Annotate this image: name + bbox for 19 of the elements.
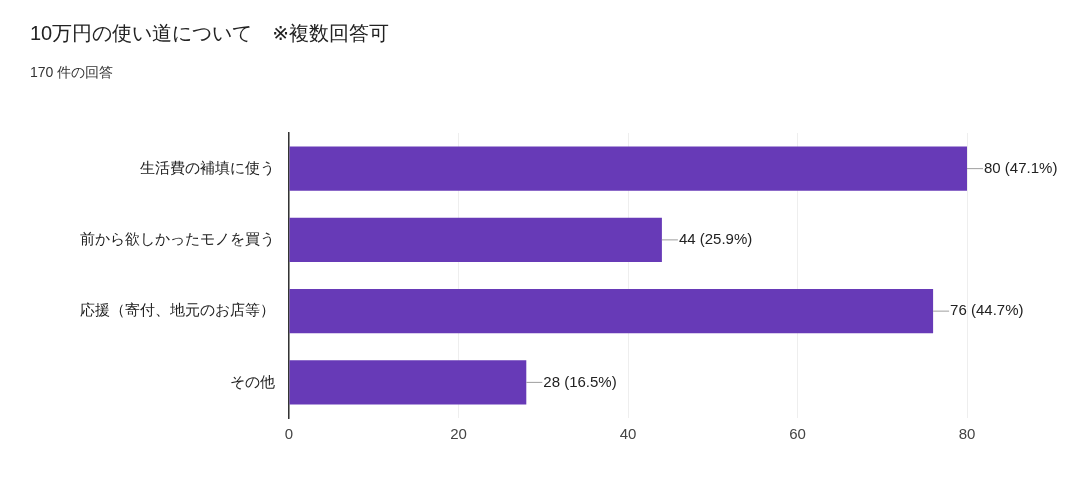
bar bbox=[289, 217, 662, 262]
bar bbox=[289, 146, 967, 191]
y-tick-label: 生活費の補填に使う bbox=[140, 158, 275, 176]
x-tick-label: 40 bbox=[619, 425, 637, 443]
y-tick-label: 応援（寄付、地元のお店等） bbox=[80, 301, 275, 319]
y-tick-label: その他 bbox=[230, 372, 275, 390]
data-label: 80 (47.1%) bbox=[984, 158, 1058, 176]
data-label: 28 (16.5%) bbox=[543, 372, 617, 390]
chart-title: 10万円の使い道について ※複数回答可 bbox=[30, 21, 390, 46]
data-label: 76 (44.7%) bbox=[950, 301, 1024, 319]
text: 170 件の回答 bbox=[30, 64, 114, 82]
x-tick-label: 0 bbox=[284, 425, 294, 443]
x-tick-label: 60 bbox=[789, 425, 806, 443]
bar bbox=[289, 360, 527, 405]
x-tick-label: 80 bbox=[958, 425, 976, 443]
bar bbox=[289, 289, 934, 334]
data-label: 44 (25.9%) bbox=[678, 230, 753, 248]
x-tick-label: 20 bbox=[450, 425, 467, 443]
y-tick-label: 前から欲しかったモノを買う bbox=[80, 230, 275, 248]
